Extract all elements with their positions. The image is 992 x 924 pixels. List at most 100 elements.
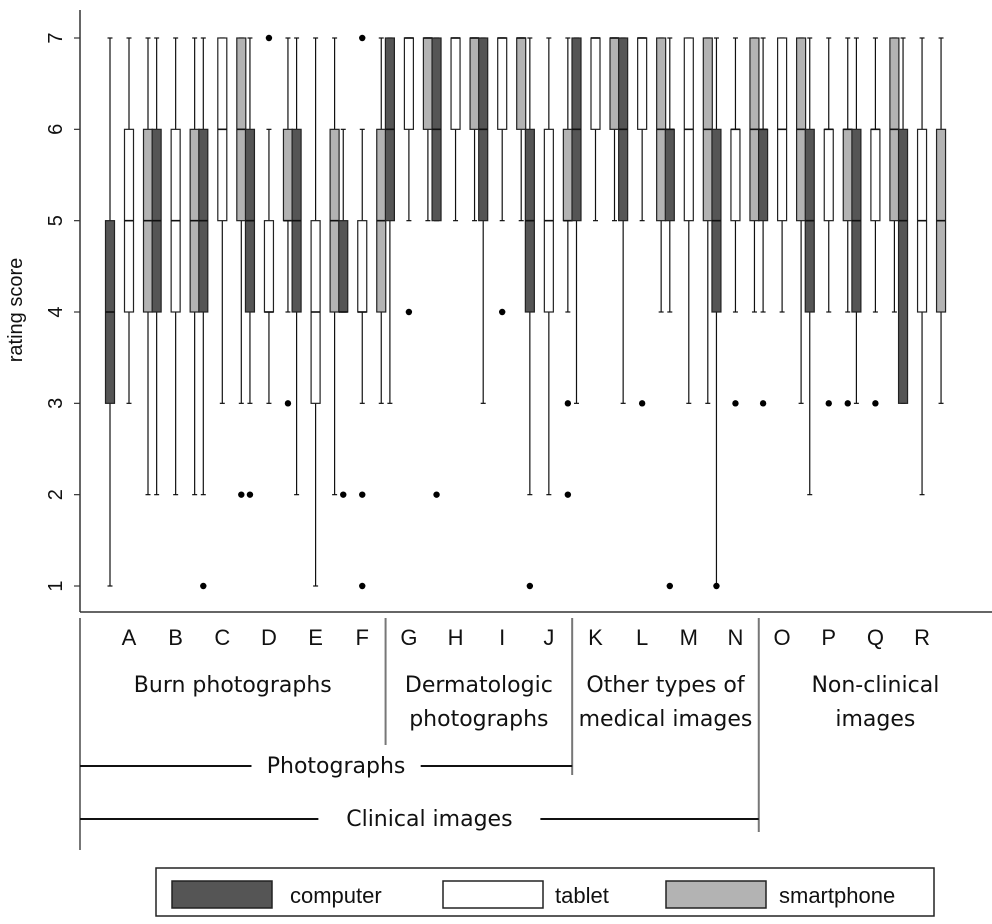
y-tick-label: 6 [45, 124, 67, 135]
box-smartphone [282, 128, 294, 222]
category-n [711, 37, 760, 590]
box-smartphone [842, 128, 853, 222]
y-tick-label: 2 [45, 489, 67, 500]
category-label-m: M [680, 625, 698, 650]
group-label: Non-clinical [811, 673, 939, 698]
category-q [851, 37, 900, 407]
category-g [384, 37, 433, 404]
category-label-o: O [774, 625, 791, 650]
category-c [198, 37, 247, 590]
legend-swatch-smartphone [665, 880, 767, 909]
group-label: images [835, 707, 915, 732]
category-label-j: J [543, 625, 554, 650]
outlier-point [564, 491, 572, 498]
box-tablet [357, 220, 368, 313]
outlier-point [713, 582, 720, 590]
y-tick-label: 5 [45, 215, 67, 226]
bracket-label: Photographs [267, 754, 406, 779]
outlier-point [265, 34, 273, 42]
box-computer [338, 220, 349, 313]
category-label-a: A [122, 625, 137, 650]
category-e [291, 37, 340, 587]
legend-frame [155, 867, 935, 917]
box-tablet [823, 128, 834, 222]
category-label-d: D [261, 625, 277, 650]
legend-label-tablet: tablet [555, 883, 609, 908]
category-m [664, 37, 713, 590]
bracket-label: Clinical images [346, 807, 512, 832]
category-label-r: R [914, 625, 930, 650]
category-o [757, 37, 807, 407]
box-smartphone [562, 128, 573, 222]
category-label-c: C [214, 625, 230, 650]
box-computer [897, 128, 909, 404]
group-label: medical images [579, 707, 753, 732]
category-label-n: N [728, 625, 744, 650]
box-tablet [497, 37, 508, 130]
legend-swatch-computer [171, 880, 273, 909]
category-l [618, 37, 667, 407]
y-tick-label: 7 [45, 32, 67, 43]
category-label-i: I [499, 625, 505, 650]
category-i [478, 37, 527, 404]
box-smartphone [469, 37, 480, 130]
category-b [151, 37, 200, 496]
outlier-point [564, 400, 572, 407]
category-label-h: H [448, 625, 464, 650]
box-computer [664, 128, 675, 222]
category-label-p: P [821, 625, 836, 650]
outlier-point [825, 400, 832, 407]
legend-label-smartphone: smartphone [779, 883, 895, 908]
box-tablet [730, 128, 741, 222]
group-label: Other types of [586, 673, 746, 698]
outlier-point [340, 491, 347, 498]
group-label: photographs [409, 707, 548, 732]
outlier-point [499, 308, 506, 316]
outlier-point [526, 582, 534, 590]
outlier-point [359, 582, 366, 590]
outlier-point [405, 308, 413, 316]
legend-label-computer: computer [290, 883, 382, 908]
outlier-point [666, 582, 673, 590]
box-computer [757, 128, 769, 222]
outlier-point [872, 400, 879, 407]
category-d [244, 34, 294, 498]
category-f [338, 34, 387, 590]
category-j [524, 37, 573, 590]
outlier-point [433, 491, 440, 498]
outlier-point [246, 491, 254, 498]
outlier-point [238, 491, 245, 498]
outlier-point [359, 491, 366, 498]
outlier-point [732, 400, 739, 407]
outlier-point [759, 400, 767, 407]
box-smartphone [422, 37, 433, 130]
box-tablet [403, 37, 414, 130]
group-label: Burn photographs [134, 673, 332, 698]
category-label-f: F [356, 625, 369, 650]
y-tick-label: 4 [45, 306, 67, 317]
category-h [431, 37, 480, 498]
legend-swatch-tablet [442, 880, 544, 909]
category-label-q: Q [867, 625, 884, 650]
category-r [897, 37, 947, 496]
outlier-point [359, 34, 366, 42]
legend: computer tablet smartphone [155, 867, 935, 917]
box-tablet [590, 37, 601, 130]
category-k [571, 37, 620, 404]
y-axis-title: rating score [5, 258, 27, 363]
category-label-k: K [588, 625, 603, 650]
category-label-g: G [400, 625, 417, 650]
category-label-e: E [308, 625, 323, 650]
box-tablet [870, 128, 881, 222]
box-tablet [637, 37, 648, 130]
category-label-b: B [168, 625, 183, 650]
outlier-point [200, 582, 207, 590]
box-tablet [263, 220, 275, 313]
category-a [104, 37, 154, 587]
y-tick-label: 3 [45, 398, 67, 409]
box-smartphone [609, 37, 620, 130]
outlier-point [844, 400, 851, 407]
category-p [804, 37, 853, 496]
